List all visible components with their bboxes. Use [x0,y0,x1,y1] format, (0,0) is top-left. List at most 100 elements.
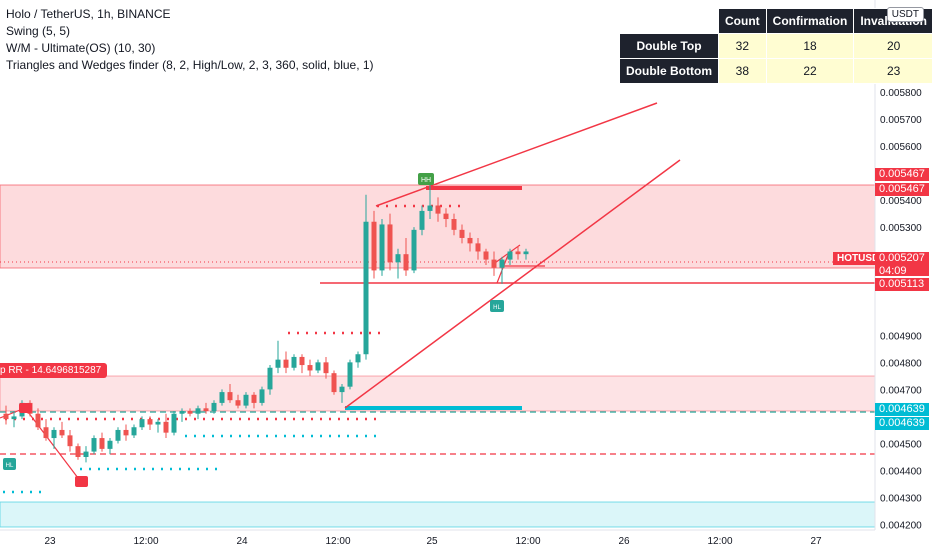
price-tick-label: 0.004400 [880,467,922,478]
stats-cell: 22 [766,59,854,84]
candle-body [324,362,329,373]
price-tag-upper-2: 0.005467 [875,183,929,196]
candle-body [148,419,153,424]
candle-body [460,230,465,238]
candle-body [356,354,361,362]
candle-body [124,430,129,435]
candle-body [292,357,297,368]
candle-body [212,403,217,411]
candle-body [12,416,17,419]
risk-reward-label: p RR - 14.6496815287 [0,363,107,378]
stats-row-double-top: Double Top 32 18 20 [620,34,932,59]
candle-body [332,373,337,392]
candle-body [428,206,433,211]
candle-body [36,414,41,428]
candle-body [452,219,457,230]
currency-button[interactable]: USDT [887,7,924,22]
candle-body [244,395,249,406]
indicator-wm-ultimate[interactable]: W/M - Ultimate(OS) (10, 30) [6,40,374,57]
time-tick-label: 26 [618,536,630,547]
price-tag-neckline: 0.005113 [875,278,929,291]
candle-body [300,357,305,365]
red-marker-swing[interactable] [19,403,32,413]
candle-body [316,362,321,370]
candle-body [348,362,353,386]
candle-body [396,254,401,262]
hh-label: HH [421,177,431,184]
candle-body [140,419,145,427]
candle-body [524,251,529,254]
candle-body [284,360,289,368]
price-tick-label: 0.004700 [880,385,922,396]
candle-body [260,389,265,403]
red-marker-ll[interactable] [75,476,88,487]
candle-body [516,251,521,254]
price-tag-teal-1: 0.004639 [875,403,929,416]
bar-countdown: 04:09 [879,265,929,278]
hh-marker[interactable]: HH [418,173,434,185]
stats-cell: 38 [719,59,767,84]
hl-label: HL [493,305,501,311]
price-tick-label: 0.005800 [880,88,922,99]
price-tick-label: 0.005700 [880,115,922,126]
candle-body [228,392,233,400]
candle-body [380,224,385,270]
candle-body [52,430,57,438]
candle-body [308,365,313,370]
stats-header-confirmation: Confirmation [766,9,854,34]
price-tick-label: 0.004800 [880,358,922,369]
candle-body [180,411,185,414]
candle-body [196,408,201,413]
price-tick-label: 0.005300 [880,223,922,234]
candle-body [44,427,49,438]
indicator-swing[interactable]: Swing (5, 5) [6,23,374,40]
pattern-stats-table: Count Confirmation Invalidation Double T… [619,8,932,84]
candle-body [340,387,345,392]
time-tick-label: 12:00 [325,536,350,547]
candle-body [372,222,377,271]
candle-body [388,224,393,262]
candle-body [76,446,81,457]
candle-body [252,395,257,403]
candle-body [364,222,369,354]
candle-body [164,422,169,433]
candle-body [476,243,481,251]
support-teal-zone [0,502,875,527]
candle-body [420,211,425,230]
candle-body [100,438,105,449]
candle-body [436,206,441,214]
candle-body [204,408,209,411]
candle-body [60,430,65,435]
candle-body [468,238,473,243]
candle-body [236,400,241,405]
price-tag-upper-1: 0.005467 [875,168,929,181]
candle-body [268,368,273,390]
time-tick-label: 12:00 [515,536,540,547]
symbol-title[interactable]: Holo / TetherUS, 1h, BINANCE [6,6,374,23]
hl-left-label: HL [6,463,14,469]
candle-body [84,452,89,457]
hl-left-marker[interactable]: HL [3,458,16,470]
time-tick-label: 12:00 [133,536,158,547]
candle-body [508,251,513,259]
stats-row-double-bottom: Double Bottom 38 22 23 [620,59,932,84]
candle-body [276,360,281,368]
candle-body [92,438,97,452]
last-price-tag: 0.005207 04:09 [875,252,929,276]
candle-body [116,430,121,441]
indicator-triangles-wedges[interactable]: Triangles and Wedges finder (8, 2, High/… [6,57,374,74]
candle-body [108,441,113,449]
chart-legend: Holo / TetherUS, 1h, BINANCE Swing (5, 5… [6,6,374,74]
candle-body [484,251,489,259]
candle-body [412,230,417,271]
time-tick-label: 27 [810,536,822,547]
stats-header-row: Count Confirmation Invalidation [620,9,932,34]
stats-header-count: Count [719,9,767,34]
hl-marker[interactable]: HL [490,300,504,312]
candle-body [132,427,137,435]
stats-corner [620,9,719,34]
price-tick-label: 0.004900 [880,331,922,342]
time-tick-label: 24 [236,536,248,547]
